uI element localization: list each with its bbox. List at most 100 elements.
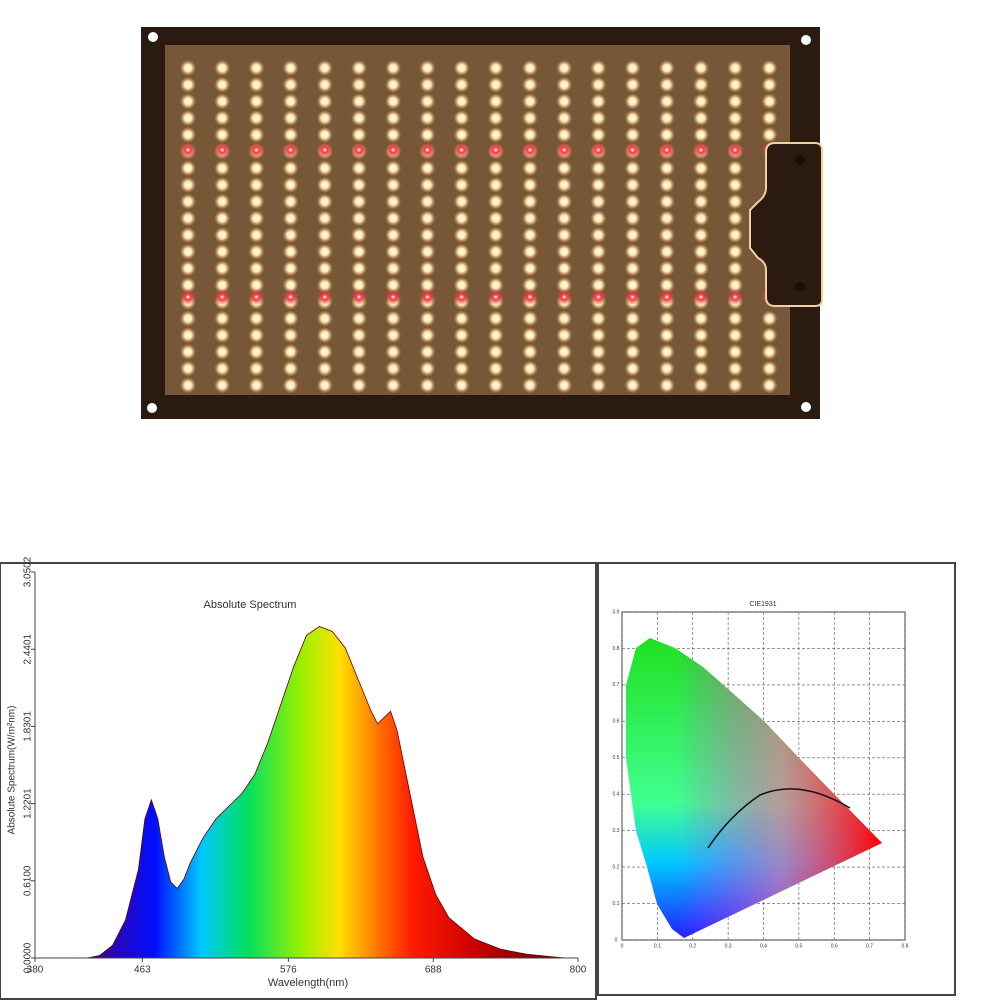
led [556, 160, 573, 177]
red-led [624, 142, 641, 158]
mount-hole [801, 35, 811, 45]
led [727, 160, 744, 177]
led [590, 310, 607, 327]
red-led [214, 289, 231, 305]
led [180, 193, 196, 210]
led [487, 210, 504, 227]
led [351, 93, 367, 110]
led [761, 110, 778, 127]
led [590, 360, 607, 377]
led [624, 260, 641, 277]
x-tick-label: 0.8 [902, 943, 909, 949]
spectrum-fill [86, 626, 566, 958]
led [351, 110, 367, 127]
led [658, 93, 675, 110]
led [590, 126, 607, 143]
x-tick-label: 0.6 [831, 943, 838, 949]
led [624, 243, 641, 260]
led [214, 343, 231, 360]
led [590, 160, 607, 177]
led [624, 176, 641, 193]
led [556, 93, 573, 110]
led [419, 126, 436, 143]
led [693, 343, 709, 360]
led [693, 193, 709, 210]
red-led [453, 289, 470, 305]
y-tick-label: 0.4 [613, 792, 620, 798]
x-tick-label: 0.7 [866, 943, 873, 949]
led [693, 210, 709, 227]
led [693, 310, 709, 327]
led [419, 160, 436, 177]
led [658, 76, 675, 93]
y-tick-label: 1.2201 [23, 788, 34, 819]
led [727, 110, 744, 127]
led [727, 310, 744, 327]
led [658, 227, 675, 243]
red-led [487, 289, 504, 305]
led [727, 126, 744, 143]
led [624, 327, 641, 344]
led [248, 260, 265, 277]
led [214, 260, 231, 277]
x-tick-label: 463 [134, 965, 151, 976]
led [590, 243, 607, 260]
led [693, 277, 709, 294]
y-tick-label: 0.5 [613, 755, 620, 761]
led [180, 176, 196, 193]
led [282, 227, 299, 243]
x-tick-label: 0.2 [689, 943, 696, 949]
y-axis-title: Absolute Spectrum(W/m²nm) [7, 706, 18, 835]
led [487, 360, 504, 377]
led [180, 260, 196, 277]
led [453, 243, 470, 260]
led [351, 310, 367, 327]
led [180, 377, 196, 394]
led [453, 76, 470, 93]
led [282, 93, 299, 110]
led [658, 243, 675, 260]
led [316, 277, 333, 294]
y-tick-label: 3.0502 [23, 556, 34, 587]
led [556, 126, 573, 143]
led [658, 260, 675, 277]
led [385, 76, 402, 93]
red-led [522, 289, 538, 305]
led [522, 377, 538, 394]
led [590, 343, 607, 360]
led [727, 227, 744, 243]
led [214, 277, 231, 294]
y-tick-label: 0.9 [613, 609, 620, 615]
led [658, 193, 675, 210]
led [248, 210, 265, 227]
led [522, 243, 538, 260]
led [658, 377, 675, 394]
led [522, 110, 538, 127]
led [556, 176, 573, 193]
led [248, 343, 265, 360]
led [658, 210, 675, 227]
led [419, 277, 436, 294]
led [522, 76, 538, 93]
led [556, 243, 573, 260]
led [761, 327, 778, 344]
led [453, 193, 470, 210]
led [522, 193, 538, 210]
led [693, 377, 709, 394]
led [248, 277, 265, 294]
led [590, 193, 607, 210]
led [522, 227, 538, 243]
led [453, 310, 470, 327]
led [282, 176, 299, 193]
led [693, 76, 709, 93]
led [658, 160, 675, 177]
led [248, 227, 265, 243]
red-led [248, 142, 265, 158]
led [693, 360, 709, 377]
led [624, 193, 641, 210]
led [180, 93, 196, 110]
led [180, 60, 196, 76]
led [180, 360, 196, 377]
led [385, 360, 402, 377]
